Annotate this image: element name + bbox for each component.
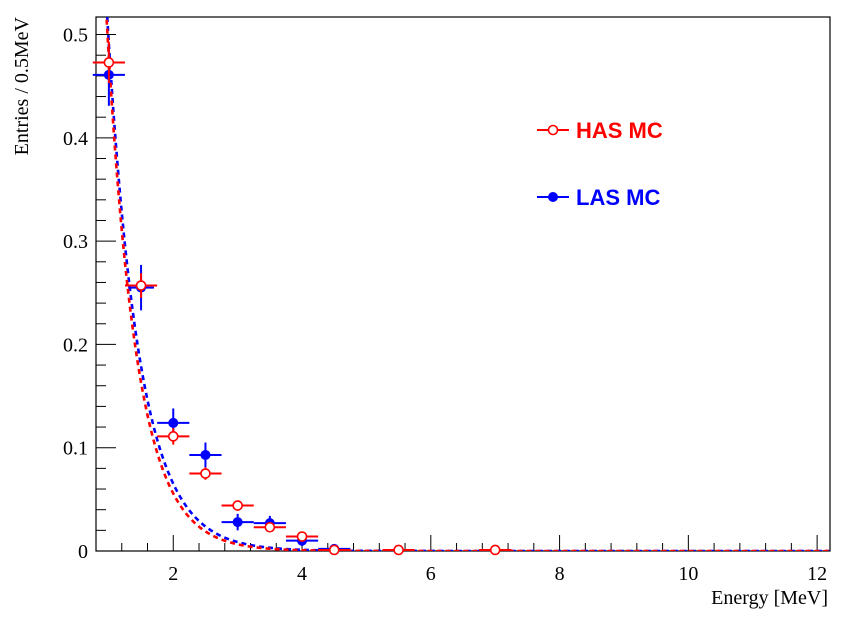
y-tick-label: 0.4: [63, 128, 88, 150]
fit-curves: [105, 17, 830, 551]
legend: HAS MC LAS MC: [537, 118, 663, 210]
x-tick-label: 8: [555, 563, 565, 585]
legend-marker-has-mc: [547, 124, 559, 136]
data-point-has-mc: [200, 468, 211, 479]
plot-frame: [95, 16, 831, 552]
x-tick-label: 2: [168, 563, 178, 585]
data-point-has-mc: [328, 544, 340, 556]
data-point-las-mc: [168, 417, 179, 428]
data-point-has-mc: [103, 57, 115, 68]
data-point-las-mc: [232, 517, 243, 528]
axes-layer: 2 4 6 8 10 12 0 0.1 0.2 0.3 0.4 0.5: [63, 16, 831, 585]
data-point-has-mc: [167, 431, 179, 442]
data-point-has-mc: [264, 521, 276, 533]
y-tick-label: 0.2: [63, 334, 88, 356]
legend-marker-las-mc: [548, 192, 558, 202]
data-point-has-mc: [135, 280, 147, 291]
y-tick-label: 0.1: [63, 438, 88, 460]
x-tick-label: 4: [297, 563, 307, 585]
y-tick-label: 0.3: [63, 231, 88, 253]
data-point-has-mc: [232, 500, 243, 511]
data-point-has-mc: [489, 544, 501, 556]
data-point-las-mc: [200, 449, 211, 460]
x-tick-label: 10: [678, 563, 698, 585]
x-tick-label: 12: [807, 563, 827, 585]
y-tick-label: 0: [78, 541, 88, 563]
data-points: [92, 41, 512, 556]
y-tick-label: 0.5: [63, 25, 88, 47]
x-axis-label: Energy [MeV]: [711, 587, 828, 609]
legend-label-las-mc: LAS MC: [576, 185, 660, 210]
data-point-has-mc: [296, 531, 308, 542]
data-point-has-mc: [393, 544, 404, 556]
y-axis-label: Entries / 0.5MeV: [11, 16, 33, 155]
fit-curve-has-mc: [105, 17, 830, 551]
x-tick-label: 6: [426, 563, 436, 585]
legend-label-has-mc: HAS MC: [576, 118, 663, 143]
